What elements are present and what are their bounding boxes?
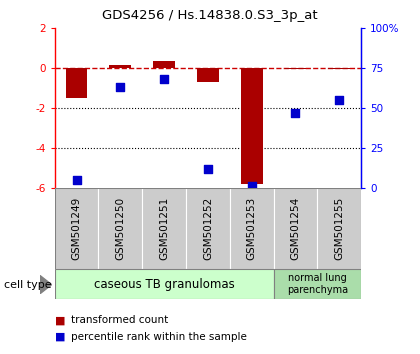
Text: GSM501250: GSM501250 — [116, 197, 125, 260]
Text: cell type: cell type — [4, 280, 52, 290]
Point — [161, 76, 168, 82]
Bar — [285, 68, 307, 69]
Bar — [55, 188, 98, 269]
Text: GSM501249: GSM501249 — [71, 197, 81, 260]
Text: GSM501254: GSM501254 — [291, 197, 300, 260]
Text: ■: ■ — [55, 315, 65, 325]
Bar — [273, 269, 361, 299]
Point — [205, 166, 211, 171]
Text: GSM501251: GSM501251 — [159, 197, 169, 260]
Bar — [153, 61, 175, 68]
Bar — [142, 188, 186, 269]
Text: transformed count: transformed count — [71, 315, 169, 325]
Bar — [109, 65, 131, 68]
Text: normal lung
parenchyma: normal lung parenchyma — [287, 273, 348, 295]
Point — [292, 110, 299, 116]
Text: GSM501253: GSM501253 — [247, 197, 257, 260]
Bar — [328, 68, 350, 69]
Bar — [66, 68, 87, 98]
Bar — [98, 188, 142, 269]
Bar — [230, 188, 273, 269]
Bar — [318, 188, 361, 269]
Bar — [55, 269, 273, 299]
Point — [336, 97, 343, 103]
Text: ■: ■ — [55, 332, 65, 342]
Point — [73, 177, 80, 183]
Bar — [197, 68, 219, 82]
Point — [248, 183, 255, 189]
Bar — [273, 188, 318, 269]
Point — [117, 85, 123, 90]
Text: GSM501252: GSM501252 — [203, 197, 213, 260]
Text: GSM501255: GSM501255 — [334, 197, 344, 260]
Text: caseous TB granulomas: caseous TB granulomas — [94, 278, 234, 291]
Text: percentile rank within the sample: percentile rank within the sample — [71, 332, 247, 342]
Bar — [186, 188, 230, 269]
Text: GDS4256 / Hs.14838.0.S3_3p_at: GDS4256 / Hs.14838.0.S3_3p_at — [102, 9, 318, 22]
Bar — [241, 68, 262, 184]
Polygon shape — [40, 275, 52, 294]
